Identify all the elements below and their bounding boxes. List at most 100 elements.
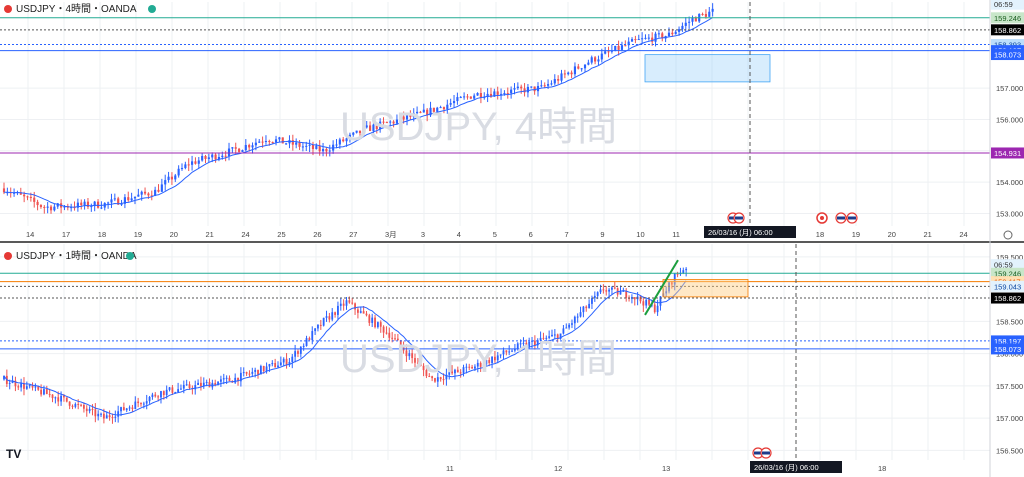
cursor-date-text: 26/03/16 (月) 06:00 — [708, 228, 773, 237]
candle-body — [128, 407, 131, 409]
title-1h[interactable]: USDJPY・1時間・OANDA — [4, 250, 137, 262]
candle-body — [71, 405, 74, 407]
candle-body — [318, 145, 321, 152]
candle-body — [505, 350, 508, 353]
candle-body — [694, 18, 697, 22]
chart-panel-4h[interactable]: 157.000156.000155.000154.000153.00014171… — [0, 0, 1024, 240]
candle-body — [334, 312, 336, 315]
candle-body — [130, 198, 133, 201]
candle-body — [259, 366, 262, 375]
candle-body — [557, 79, 560, 81]
candle-body — [513, 88, 516, 90]
candle-body — [157, 396, 160, 398]
x-tick-label: 6 — [529, 230, 533, 239]
candle-body — [36, 201, 39, 206]
candle-body — [108, 415, 111, 418]
candle-body — [654, 33, 657, 42]
candle-body — [291, 140, 294, 145]
candle-body — [277, 365, 279, 368]
candle-body — [627, 41, 630, 46]
candle-body — [48, 394, 51, 396]
candle-body — [684, 22, 687, 26]
candle-body — [117, 411, 120, 417]
candle-body — [53, 206, 56, 211]
price-badge-text: 158.862 — [994, 26, 1021, 35]
candle-body — [200, 382, 202, 387]
x-tick-label: 17 — [62, 230, 70, 239]
candle-body — [145, 401, 148, 404]
candle-body — [302, 345, 305, 347]
price-badge — [991, 147, 1024, 159]
candle-body — [607, 51, 610, 53]
candle-body — [127, 197, 130, 201]
candle-body — [691, 18, 694, 22]
candle-body — [227, 148, 231, 157]
candle-body — [396, 338, 399, 341]
candle-body — [412, 113, 415, 117]
candle-body — [86, 201, 90, 207]
candle-body — [533, 340, 536, 346]
watermark-4h: USDJPY, 4時間 — [340, 105, 617, 149]
candle-body — [51, 394, 54, 399]
candle-body — [473, 95, 476, 99]
candle-body — [526, 86, 529, 93]
candle-body — [217, 381, 219, 386]
candle-body — [482, 364, 485, 367]
candle-body — [162, 391, 165, 395]
candle-body — [278, 137, 281, 140]
candle-body — [548, 336, 551, 338]
candle-body — [671, 32, 674, 35]
candle-body — [208, 381, 211, 388]
candle-body — [522, 342, 525, 344]
candle-body — [553, 79, 556, 84]
candle-body — [454, 369, 456, 374]
candle-body — [647, 37, 650, 39]
candle-body — [583, 64, 587, 69]
candle-body — [637, 39, 640, 41]
candle-body — [436, 377, 439, 382]
candle-body — [365, 313, 368, 316]
candle-body — [585, 306, 588, 309]
candle-body — [449, 103, 452, 105]
candle-body — [331, 312, 334, 320]
candle-body — [704, 14, 707, 17]
candle-body — [405, 350, 408, 357]
price-badge — [991, 39, 1024, 51]
chart-panel-1h[interactable]: 159.500158.500158.000157.500157.000156.5… — [0, 244, 1024, 473]
candle-body — [711, 8, 714, 12]
candle-body — [80, 404, 82, 406]
candle-body — [160, 391, 162, 398]
candle-body — [164, 180, 167, 185]
candle-body — [170, 176, 173, 180]
price-badge-text: 158.073 — [994, 345, 1021, 354]
candle-body — [459, 97, 462, 99]
candle-body — [201, 155, 204, 161]
candle-body — [308, 338, 311, 341]
candle-body — [305, 145, 308, 147]
candle-body — [419, 362, 422, 366]
candle-body — [150, 195, 153, 197]
candle-body — [550, 83, 553, 85]
title-4h[interactable]: USDJPY・4時間・OANDA — [4, 3, 156, 15]
candle-body — [445, 374, 448, 380]
candle-body — [471, 366, 473, 369]
candle-body — [525, 342, 528, 347]
candle-body — [489, 93, 493, 97]
y-tick-label: 158.500 — [996, 317, 1023, 326]
x-tick-label: 20 — [170, 230, 178, 239]
candle-body — [244, 144, 247, 151]
moving-average-line — [3, 280, 687, 416]
candle-body — [140, 403, 142, 405]
candle-body — [579, 312, 582, 317]
candle-body — [288, 361, 291, 365]
x-tick-label: 21 — [206, 230, 214, 239]
candle-body — [379, 322, 382, 327]
candle-body — [311, 331, 314, 341]
candle-body — [131, 407, 134, 409]
candle-body — [143, 191, 147, 194]
y-tick-label: 153.000 — [996, 209, 1023, 218]
price-badge-text: 158.393 — [994, 41, 1021, 50]
candle-body — [107, 202, 110, 204]
candle-body — [385, 332, 388, 334]
